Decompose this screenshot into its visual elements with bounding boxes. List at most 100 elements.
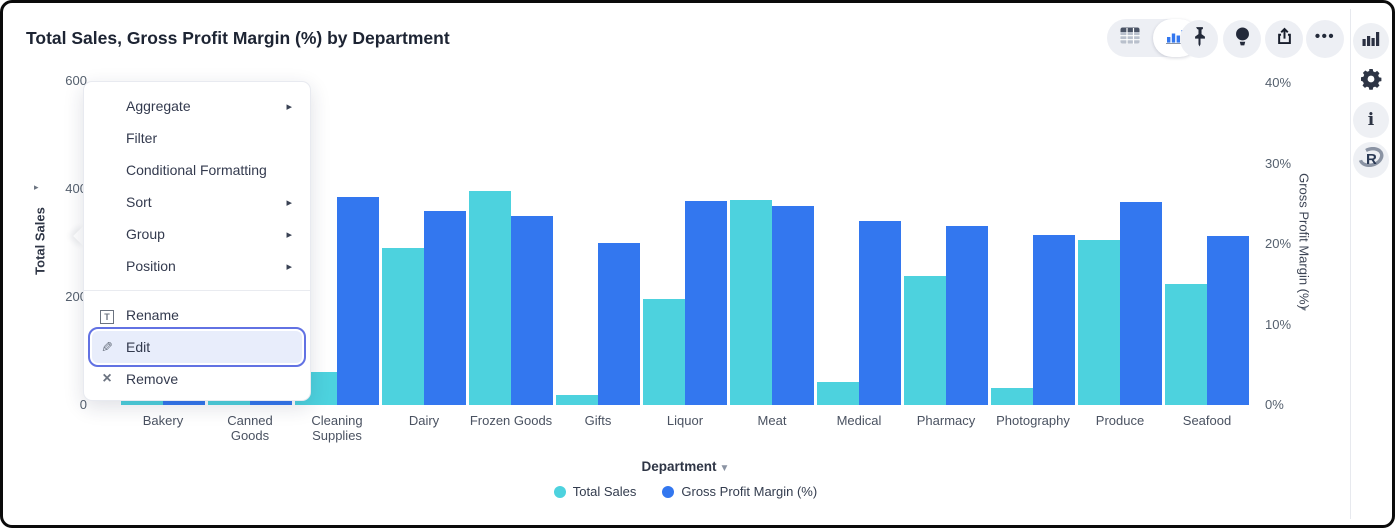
table-view-icon xyxy=(1120,27,1140,49)
export-icon xyxy=(1275,27,1294,51)
menu-item-conditional-formatting[interactable]: Conditional Formatting xyxy=(84,154,310,186)
right-axis-tick-40: 40% xyxy=(1265,75,1292,90)
remove-x-icon: × xyxy=(102,370,112,387)
x-label-dairy: Dairy xyxy=(408,413,440,428)
bar-gross-profit-margin-cleaning-supplies[interactable] xyxy=(337,197,379,405)
x-label-seafood: Seafood xyxy=(1182,413,1232,428)
bar-gross-profit-margin-photography[interactable] xyxy=(1033,235,1075,405)
left-axis-tick-400: 400 xyxy=(65,181,87,196)
bar-gross-profit-margin-dairy[interactable] xyxy=(424,211,466,405)
left-axis-tick-0: 0 xyxy=(79,397,87,412)
right-axis-tick-20: 20% xyxy=(1265,236,1292,251)
bar-total-sales-meat[interactable] xyxy=(730,200,772,405)
legend-item-gross-profit-margin[interactable]: Gross Profit Margin (%) xyxy=(662,484,817,499)
x-label-produce: Produce xyxy=(1095,413,1145,428)
sidebar-info-button[interactable]: i xyxy=(1353,102,1389,138)
export-button[interactable] xyxy=(1265,20,1303,58)
x-label-pharmacy: Pharmacy xyxy=(916,413,976,428)
bar-total-sales-photography[interactable] xyxy=(991,387,1033,405)
bar-total-sales-gifts[interactable] xyxy=(556,394,598,405)
menu-item-aggregate[interactable]: Aggregate ▸ xyxy=(84,90,310,122)
insight-button[interactable] xyxy=(1223,20,1261,58)
sidebar-chart-button[interactable] xyxy=(1353,23,1389,59)
right-axis-tick-30: 30% xyxy=(1265,155,1292,171)
bar-total-sales-medical[interactable] xyxy=(817,382,859,405)
x-label-bakery: Bakery xyxy=(142,413,184,428)
left-axis-tick-600: 600 xyxy=(65,73,87,88)
context-menu-main-section: Aggregate ▸ Filter Conditional Formatting So… xyxy=(84,90,310,282)
submenu-arrow-icon: ▸ xyxy=(286,100,292,113)
bar-gross-profit-margin-produce[interactable] xyxy=(1120,202,1162,405)
bar-total-sales-seafood[interactable] xyxy=(1165,283,1207,405)
x-label-liquor: Liquor xyxy=(666,413,704,428)
menu-item-label: Rename xyxy=(126,307,179,323)
menu-item-sort[interactable]: Sort ▸ xyxy=(84,186,310,218)
context-menu-divider xyxy=(84,290,310,291)
menu-item-filter[interactable]: Filter xyxy=(84,122,310,154)
table-view-button[interactable] xyxy=(1107,19,1153,57)
legend-item-total-sales[interactable]: Total Sales xyxy=(553,484,637,499)
chart-legend: Total Sales Gross Profit Margin (%) xyxy=(120,484,1251,499)
menu-item-remove[interactable]: × Remove xyxy=(84,363,310,395)
x-axis-title[interactable]: Department ▼ xyxy=(120,459,1251,474)
menu-item-edit[interactable]: ✎ Edit xyxy=(84,331,310,363)
bar-total-sales-produce[interactable] xyxy=(1078,240,1120,405)
right-axis-tick-10: 10% xyxy=(1265,316,1292,332)
bar-total-sales-dairy[interactable] xyxy=(382,248,424,405)
menu-item-label: Edit xyxy=(126,339,151,355)
x-label-cleaning-supplies: Cleaning Supplies xyxy=(311,413,363,443)
bar-gross-profit-margin-medical[interactable] xyxy=(859,220,901,405)
bar-gross-profit-margin-frozen-goods[interactable] xyxy=(511,215,553,405)
submenu-arrow-icon: ▸ xyxy=(286,228,292,241)
legend-swatch-gross-profit-margin xyxy=(662,485,675,498)
legend-label-total-sales: Total Sales xyxy=(572,484,637,499)
x-label-frozen-goods: Frozen Goods xyxy=(469,413,553,428)
bar-gross-profit-margin-gifts[interactable] xyxy=(598,243,640,405)
menu-item-label: Position xyxy=(126,258,176,274)
pin-icon xyxy=(1191,26,1208,52)
edit-highlight-ring xyxy=(88,327,306,367)
x-label-gifts: Gifts xyxy=(584,413,612,428)
page-title: Total Sales, Gross Profit Margin (%) by … xyxy=(26,28,450,48)
bar-gross-profit-margin-seafood[interactable] xyxy=(1207,235,1249,405)
x-axis-title-label: Department xyxy=(641,459,717,474)
bar-total-sales-pharmacy[interactable] xyxy=(904,275,946,405)
chart-panel-icon xyxy=(1362,31,1380,51)
right-axis-tick-0: 0% xyxy=(1265,397,1284,412)
legend-swatch-total-sales xyxy=(553,485,566,498)
r-logo-icon: R xyxy=(1358,146,1384,174)
bar-total-sales-frozen-goods[interactable] xyxy=(469,191,511,405)
menu-item-label: Filter xyxy=(126,130,158,146)
rename-icon-box: T xyxy=(100,309,114,324)
legend-label-gross-profit-margin: Gross Profit Margin (%) xyxy=(681,484,818,499)
x-label-photography: Photography xyxy=(996,413,1070,428)
info-icon: i xyxy=(1367,110,1375,130)
right-axis-dropdown-icon: ◂ xyxy=(1301,303,1306,313)
bar-gross-profit-margin-pharmacy[interactable] xyxy=(946,226,988,405)
menu-item-rename[interactable]: T Rename xyxy=(84,299,310,331)
bar-gross-profit-margin-liquor[interactable] xyxy=(685,201,727,405)
left-axis-label[interactable]: Total Sales xyxy=(32,207,48,275)
more-options-button[interactable]: ••• xyxy=(1306,20,1344,58)
sidebar-settings-button[interactable] xyxy=(1353,63,1389,99)
svg-text:R: R xyxy=(1366,151,1377,168)
sidebar-r-button[interactable]: R xyxy=(1353,142,1389,178)
bar-gross-profit-margin-meat[interactable] xyxy=(772,206,814,405)
left-axis-tick-200: 200 xyxy=(65,289,87,304)
sidebar-divider xyxy=(1350,9,1351,519)
menu-item-label: Remove xyxy=(126,371,179,387)
x-label-meat: Meat xyxy=(757,413,787,428)
menu-item-group[interactable]: Group ▸ xyxy=(84,218,310,250)
menu-item-label: Group xyxy=(126,226,165,242)
menu-item-position[interactable]: Position ▸ xyxy=(84,250,310,282)
context-menu-action-section: T Rename ✎ Edit × Remove xyxy=(84,299,310,395)
context-menu: Aggregate ▸ Filter Conditional Formatting So… xyxy=(83,81,311,401)
pin-button[interactable] xyxy=(1180,20,1218,58)
menu-item-label: Aggregate xyxy=(126,98,191,114)
x-label-canned-goods: Canned Goods xyxy=(227,413,273,443)
left-axis-dropdown-icon: ▸ xyxy=(34,182,39,192)
rename-icon: T xyxy=(98,307,116,324)
submenu-arrow-icon: ▸ xyxy=(286,196,292,209)
bar-total-sales-liquor[interactable] xyxy=(643,298,685,405)
